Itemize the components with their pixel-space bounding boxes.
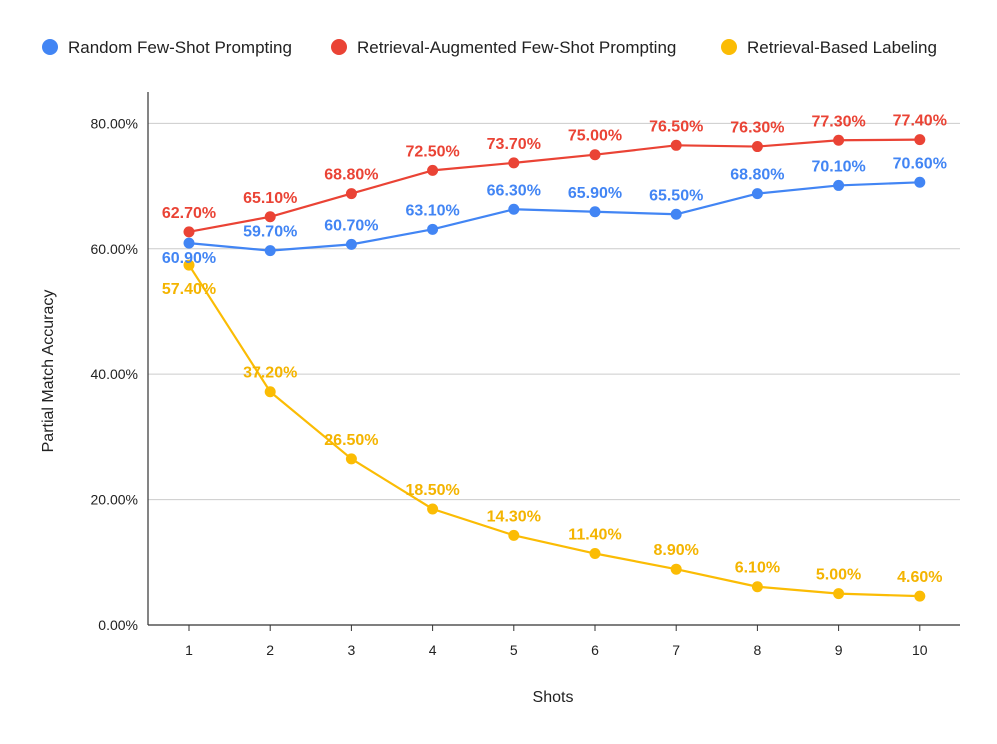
data-point bbox=[914, 134, 926, 146]
y-axis-title: Partial Match Accuracy bbox=[40, 290, 57, 453]
x-axis-title: Shots bbox=[533, 689, 574, 706]
data-point bbox=[427, 223, 439, 235]
data-label: 70.60% bbox=[893, 155, 947, 172]
y-tick-label: 80.00% bbox=[91, 115, 138, 131]
y-tick-label: 40.00% bbox=[91, 366, 138, 382]
legend-label: Retrieval-Based Labeling bbox=[747, 38, 937, 57]
data-label: 6.10% bbox=[735, 560, 780, 577]
x-axis-ticks: 1 2 3 4 5 6 7 8 9 10 bbox=[185, 625, 928, 658]
data-labels: 60.90% 59.70% 60.70% 63.10% 66.30% 65.90% 65.5… bbox=[162, 113, 947, 586]
data-label: 75.00% bbox=[568, 128, 622, 145]
data-point bbox=[345, 238, 357, 250]
x-tick-label: 9 bbox=[835, 642, 843, 658]
y-tick-label: 20.00% bbox=[91, 492, 138, 508]
y-tick-label: 60.00% bbox=[91, 241, 138, 257]
data-point bbox=[751, 141, 763, 153]
data-label: 77.30% bbox=[811, 113, 865, 130]
data-label: 60.90% bbox=[162, 250, 216, 267]
gridlines bbox=[148, 122, 960, 501]
x-tick-label: 4 bbox=[429, 642, 437, 658]
data-point bbox=[508, 157, 520, 169]
data-label: 68.80% bbox=[324, 167, 378, 184]
data-point bbox=[264, 245, 276, 257]
legend-item: Retrieval-Augmented Few-Shot Prompting bbox=[331, 38, 676, 57]
data-point bbox=[183, 259, 195, 271]
data-label: 76.30% bbox=[730, 120, 784, 137]
x-tick-label: 1 bbox=[185, 642, 193, 658]
y-tick-label: 0.00% bbox=[98, 617, 138, 633]
data-point bbox=[589, 149, 601, 161]
legend: Random Few-Shot Prompting Retrieval-Augme… bbox=[42, 38, 937, 57]
x-tick-label: 2 bbox=[266, 642, 274, 658]
legend-marker bbox=[42, 39, 58, 55]
series-line bbox=[188, 181, 920, 252]
data-label: 65.90% bbox=[568, 185, 622, 202]
data-label: 59.70% bbox=[243, 224, 297, 241]
legend-marker bbox=[331, 39, 347, 55]
data-label: 37.20% bbox=[243, 365, 297, 382]
data-label: 68.80% bbox=[730, 167, 784, 184]
data-point bbox=[670, 208, 682, 220]
data-label: 77.40% bbox=[893, 113, 947, 130]
legend-item: Random Few-Shot Prompting bbox=[42, 38, 292, 57]
data-label: 18.50% bbox=[405, 482, 459, 499]
data-label: 4.60% bbox=[897, 569, 942, 586]
x-tick-label: 3 bbox=[348, 642, 356, 658]
data-point bbox=[833, 134, 845, 146]
x-tick-label: 8 bbox=[754, 642, 762, 658]
data-point bbox=[508, 203, 520, 215]
data-point bbox=[833, 588, 845, 600]
data-point bbox=[345, 188, 357, 200]
data-point bbox=[914, 590, 926, 602]
data-point bbox=[345, 453, 357, 465]
legend-marker bbox=[721, 39, 737, 55]
x-tick-label: 6 bbox=[591, 642, 599, 658]
data-label: 70.10% bbox=[811, 158, 865, 175]
data-label: 14.30% bbox=[487, 508, 541, 525]
series-group bbox=[183, 134, 926, 602]
data-label: 8.90% bbox=[654, 542, 699, 559]
data-point bbox=[183, 226, 195, 238]
y-axis-ticks: 0.00% 20.00% 40.00% 60.00% 80.00% bbox=[91, 115, 138, 633]
data-point bbox=[508, 529, 520, 541]
data-label: 5.00% bbox=[816, 567, 861, 584]
x-tick-label: 5 bbox=[510, 642, 518, 658]
series-line bbox=[188, 264, 920, 598]
data-label: 57.40% bbox=[162, 281, 216, 298]
data-point bbox=[589, 548, 601, 560]
data-point bbox=[751, 188, 763, 200]
data-label: 73.70% bbox=[487, 136, 541, 153]
data-label: 76.50% bbox=[649, 118, 703, 135]
data-label: 63.10% bbox=[405, 202, 459, 219]
data-point bbox=[264, 386, 276, 398]
data-label: 26.50% bbox=[324, 432, 378, 449]
data-point bbox=[914, 176, 926, 188]
data-point bbox=[264, 211, 276, 223]
data-point bbox=[427, 503, 439, 515]
data-point bbox=[183, 237, 195, 249]
data-point bbox=[833, 179, 845, 191]
data-point bbox=[427, 164, 439, 176]
legend-label: Retrieval-Augmented Few-Shot Prompting bbox=[357, 38, 676, 57]
legend-label: Random Few-Shot Prompting bbox=[68, 38, 292, 57]
data-label: 72.50% bbox=[405, 143, 459, 160]
series-line bbox=[188, 138, 920, 233]
data-label: 11.40% bbox=[568, 527, 621, 544]
data-point bbox=[670, 563, 682, 575]
data-label: 65.10% bbox=[243, 190, 297, 207]
data-point bbox=[670, 139, 682, 151]
data-point bbox=[589, 206, 601, 218]
data-label: 62.70% bbox=[162, 205, 216, 222]
x-tick-label: 10 bbox=[912, 642, 928, 658]
legend-item: Retrieval-Based Labeling bbox=[721, 38, 937, 57]
x-tick-label: 7 bbox=[672, 642, 680, 658]
data-point bbox=[751, 581, 763, 593]
data-label: 66.30% bbox=[487, 182, 541, 199]
data-label: 65.50% bbox=[649, 187, 703, 204]
data-label: 60.70% bbox=[324, 217, 378, 234]
